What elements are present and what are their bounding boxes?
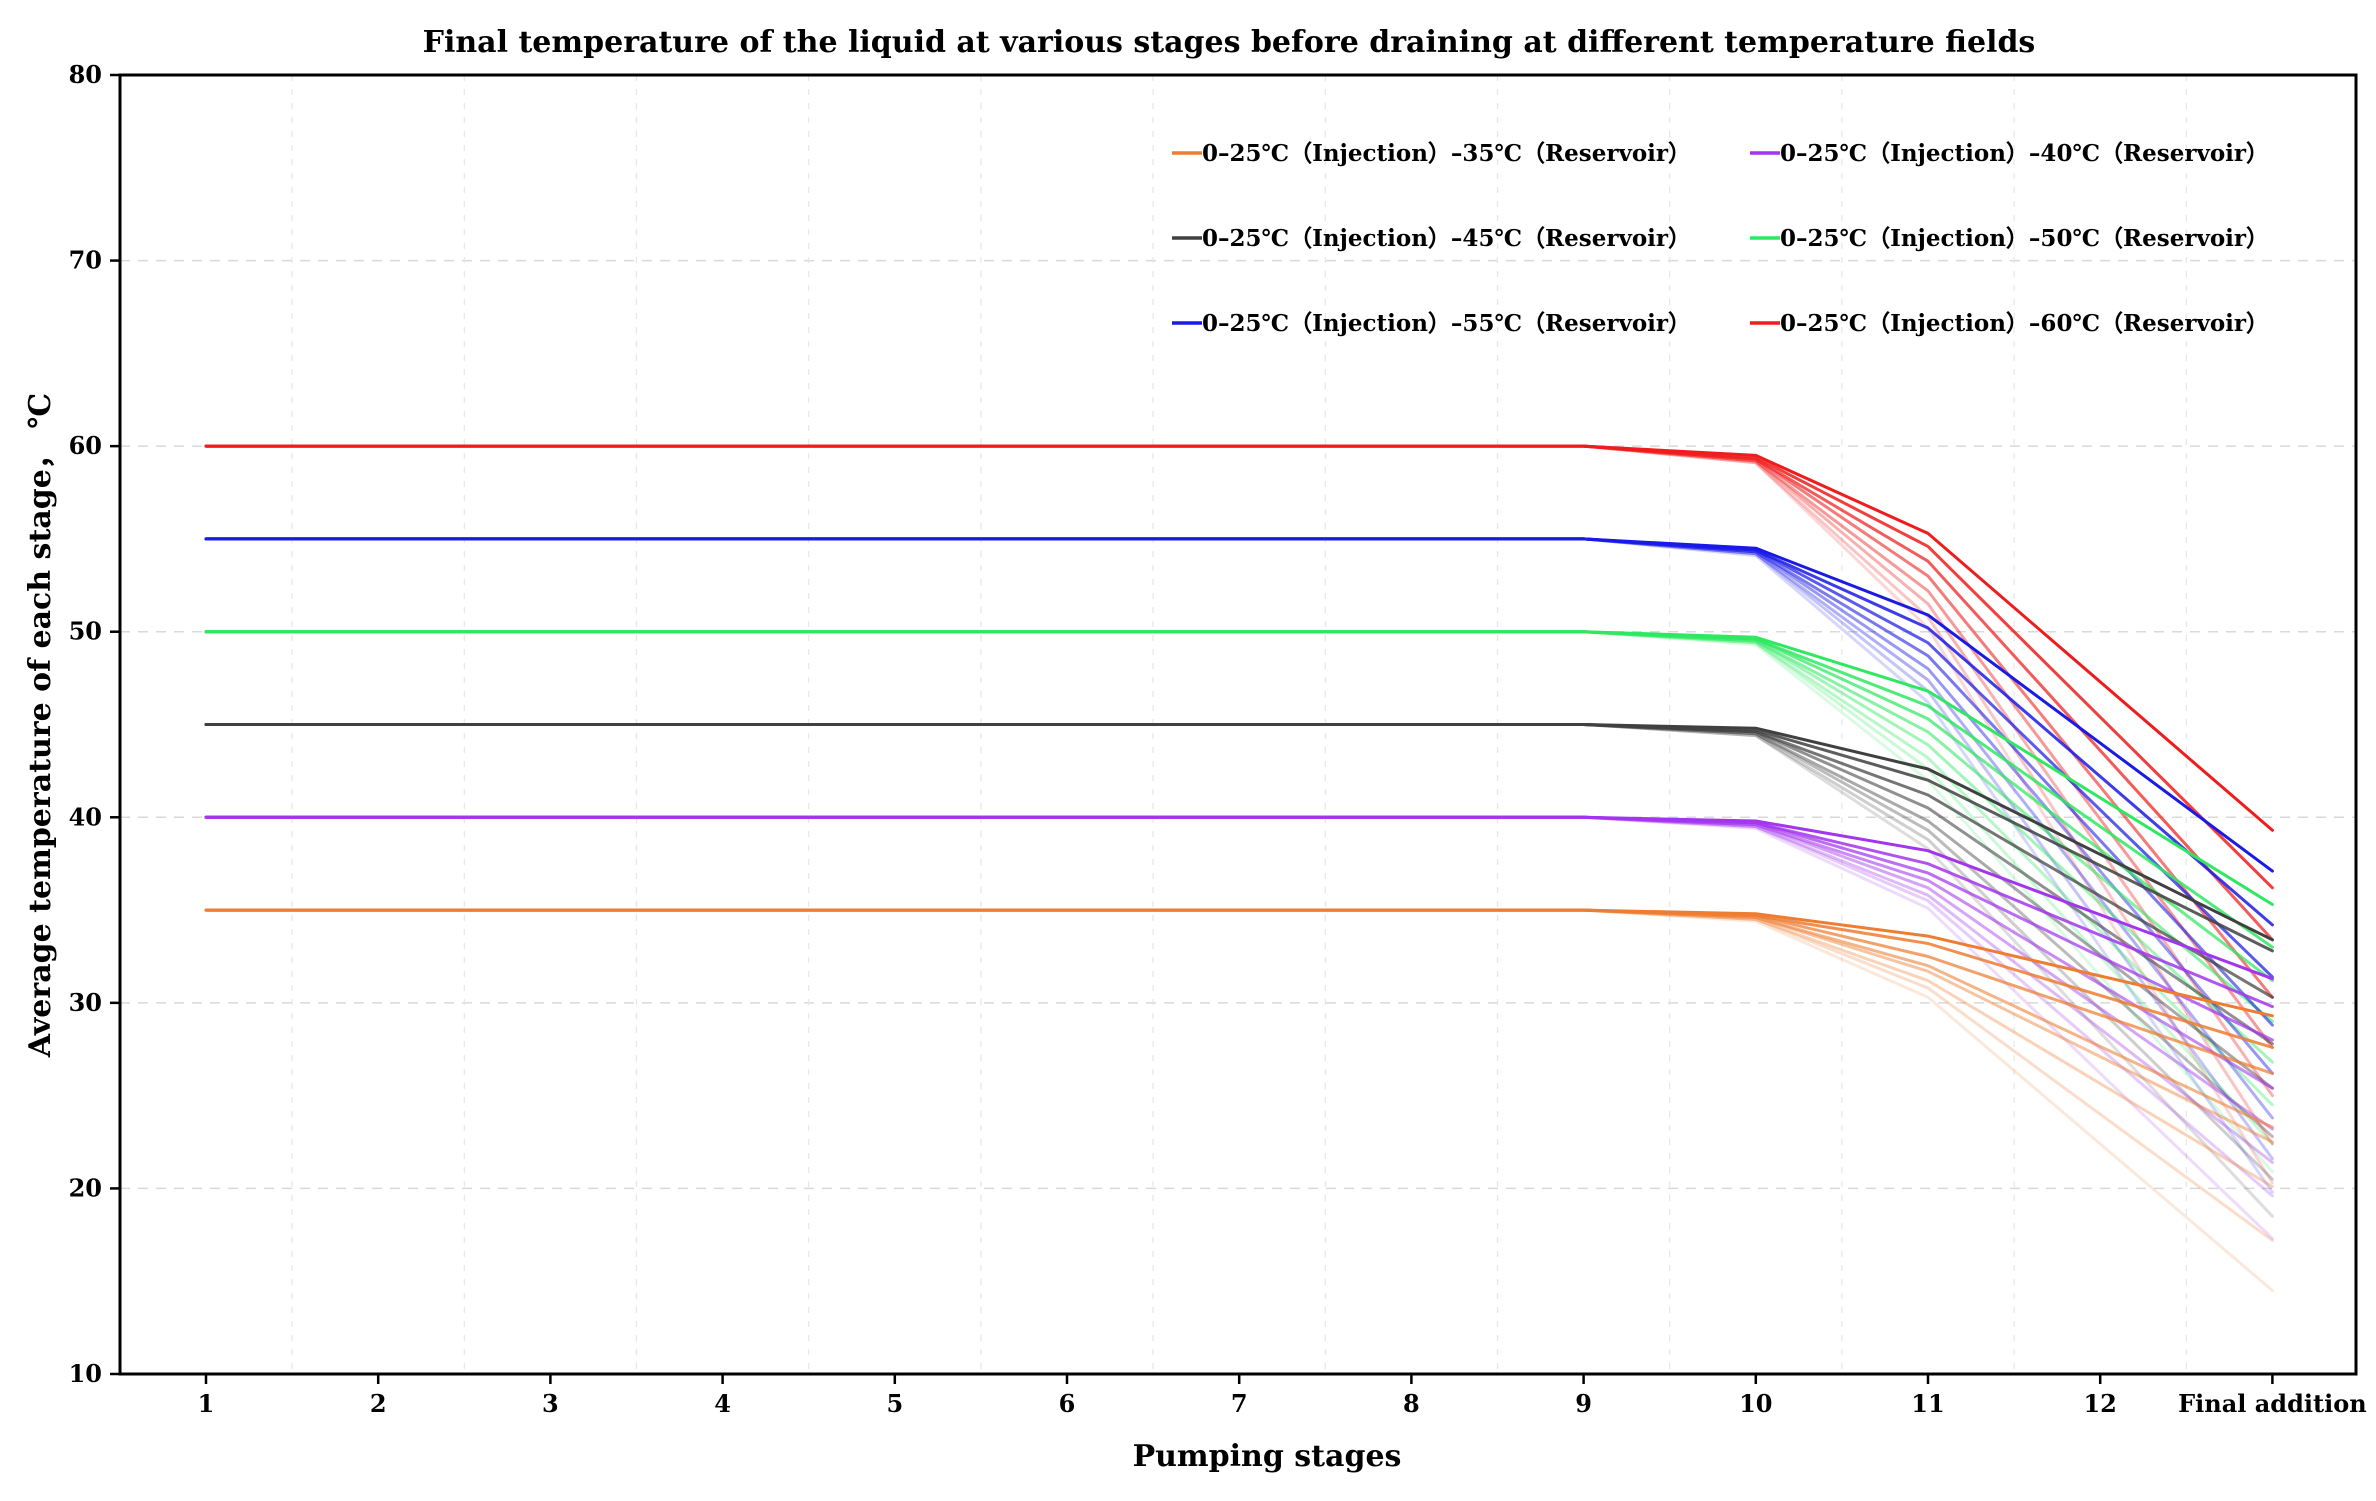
y-tick-label: 10 bbox=[69, 1359, 102, 1388]
x-tick-label: 11 bbox=[1911, 1389, 1944, 1418]
legend: 0–25℃（Injection）–35℃（Reservoir） 0–25℃（Inj… bbox=[1172, 140, 2269, 337]
y-tick-label: 40 bbox=[69, 802, 102, 831]
x-axis: 1 2 3 4 5 6 7 8 9 10 11 12 Final addition bbox=[198, 1374, 2367, 1418]
legend-label: 0–25℃（Injection）–60℃（Reservoir） bbox=[1780, 310, 2269, 337]
legend-label: 0–25℃（Injection）–40℃（Reservoir） bbox=[1780, 140, 2269, 167]
x-tick-label: Final addition bbox=[2178, 1389, 2367, 1418]
series-line-40-1 bbox=[204, 815, 2274, 981]
legend-item: 0–25℃（Injection）–50℃（Reservoir） bbox=[1750, 225, 2269, 252]
series-line-45-1 bbox=[204, 723, 2274, 942]
y-tick-label: 20 bbox=[69, 1173, 102, 1202]
legend-label: 0–25℃（Injection）–55℃（Reservoir） bbox=[1202, 310, 1691, 337]
legend-label: 0–25℃（Injection）–35℃（Reservoir） bbox=[1202, 140, 1691, 167]
x-tick-label: 4 bbox=[714, 1389, 731, 1418]
legend-item: 0–25℃（Injection）–40℃（Reservoir） bbox=[1750, 140, 2269, 167]
x-tick-label: 7 bbox=[1231, 1389, 1248, 1418]
x-tick-label: 8 bbox=[1403, 1389, 1420, 1418]
y-axis-label: Average temperature of each stage， ℃ bbox=[23, 393, 58, 1058]
x-tick-label: 5 bbox=[886, 1389, 903, 1418]
series-line-60-1 bbox=[204, 444, 2274, 832]
x-tick-label: 10 bbox=[1739, 1389, 1772, 1418]
x-tick-label: 9 bbox=[1575, 1389, 1592, 1418]
y-tick-label: 60 bbox=[69, 431, 102, 460]
x-axis-label: Pumping stages bbox=[1133, 1439, 1402, 1474]
series-line-55-1 bbox=[204, 537, 2274, 873]
legend-item: 0–25℃（Injection）–60℃（Reservoir） bbox=[1750, 310, 2269, 337]
chart-title: Final temperature of the liquid at vario… bbox=[423, 25, 2036, 60]
y-axis: 10 20 30 40 50 60 70 80 bbox=[69, 60, 120, 1388]
x-tick-label: 1 bbox=[198, 1389, 215, 1418]
legend-item: 0–25℃（Injection）–55℃（Reservoir） bbox=[1172, 310, 1691, 337]
y-tick-label: 50 bbox=[69, 617, 102, 646]
y-tick-label: 30 bbox=[69, 988, 102, 1017]
x-tick-label: 2 bbox=[370, 1389, 387, 1418]
x-tick-label: 12 bbox=[2083, 1389, 2116, 1418]
series-line-35-1 bbox=[204, 908, 2274, 1018]
x-tick-label: 6 bbox=[1059, 1389, 1076, 1418]
legend-label: 0–25℃（Injection）–50℃（Reservoir） bbox=[1780, 225, 2269, 252]
series-line-50-1 bbox=[204, 630, 2274, 906]
legend-item: 0–25℃（Injection）–45℃（Reservoir） bbox=[1172, 225, 1691, 252]
y-tick-label: 80 bbox=[69, 60, 102, 89]
series-group bbox=[204, 444, 2274, 1292]
legend-label: 0–25℃（Injection）–45℃（Reservoir） bbox=[1202, 225, 1691, 252]
legend-item: 0–25℃（Injection）–35℃（Reservoir） bbox=[1172, 140, 1691, 167]
y-tick-label: 70 bbox=[69, 246, 102, 275]
x-tick-label: 3 bbox=[542, 1389, 559, 1418]
